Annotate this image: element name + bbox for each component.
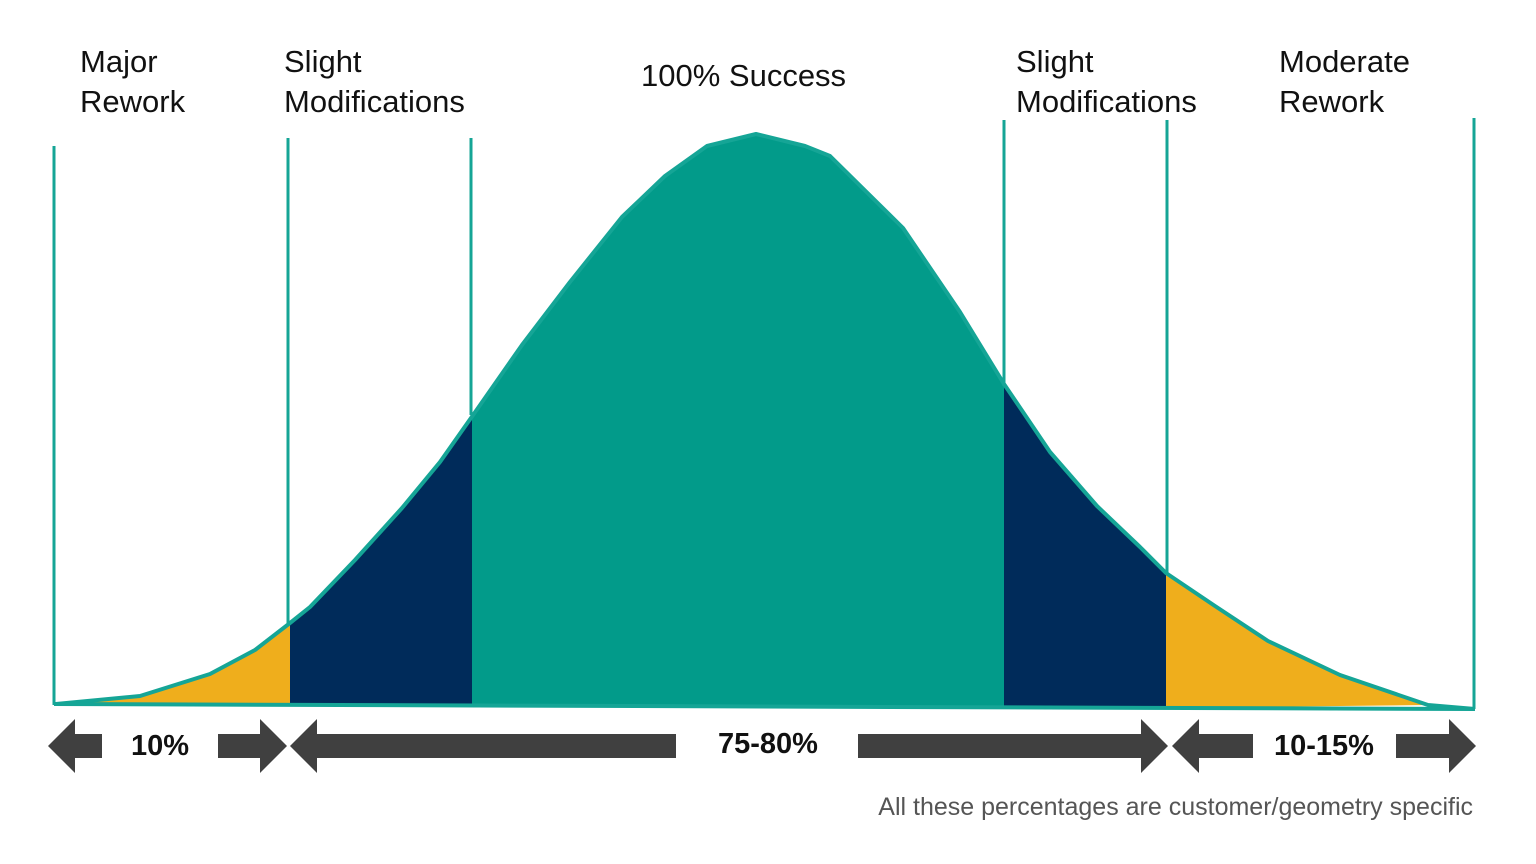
arrow-right-band-center [858,719,1168,773]
label-slight-modifications-left-line1: Slight [284,44,362,79]
band-label-left: 10% [130,730,190,762]
arrow-right-band-left [218,719,287,773]
label-moderate-rework-line1: Moderate [1279,44,1410,79]
label-moderate-rework: Moderate Rework [1279,42,1410,122]
label-major-rework: Major Rework [80,42,185,122]
arrow-left-band-right [1172,719,1253,773]
label-moderate-rework-line2: Rework [1279,84,1385,119]
region-slight-modifications-left [290,418,472,704]
label-slight-modifications-left-line2: Modifications [284,84,465,119]
band-label-right: 10-15% [1274,730,1374,762]
footnote: All these percentages are customer/geome… [878,793,1473,821]
label-slight-modifications-left: Slight Modifications [284,42,465,122]
label-major-rework-line2: Rework [80,84,186,119]
label-slight-modifications-right-line1: Slight [1016,44,1094,79]
region-major-rework [60,623,290,704]
band-label-center: 75-80% [718,728,818,760]
region-success [472,134,1004,706]
arrow-right-band-right [1396,719,1476,773]
region-slight-modifications-right [1004,384,1166,707]
bell-curve-outline [55,132,1476,711]
arrow-left-band-center [290,719,676,773]
label-major-rework-line1: Major [80,44,158,79]
label-success: 100% Success [641,56,846,96]
region-moderate-rework [1166,573,1428,708]
baseline [53,702,1476,711]
label-slight-modifications-right-line2: Modifications [1016,84,1197,119]
label-slight-modifications-right: Slight Modifications [1016,42,1197,122]
label-success-line1: 100% Success [641,58,847,93]
arrow-left-band-left [48,719,102,773]
